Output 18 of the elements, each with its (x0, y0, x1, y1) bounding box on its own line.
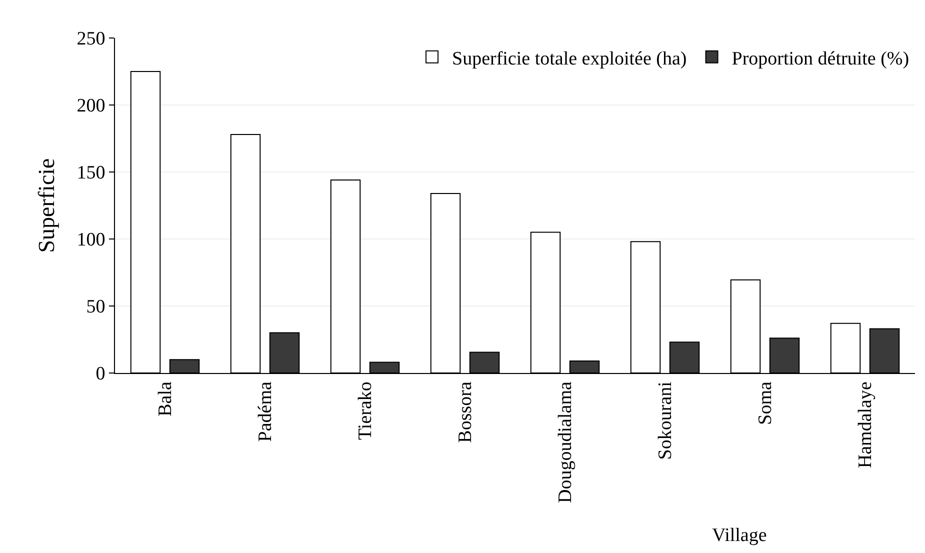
y-tick-label: 200 (76, 96, 106, 117)
y-tick-label: 50 (86, 296, 106, 318)
legend-label: Superficie totale exploitée (ha) (452, 48, 687, 70)
y-tick-label: 250 (76, 28, 106, 50)
x-tick-label: Soma (755, 381, 776, 425)
x-axis-title: Village (712, 525, 767, 546)
y-axis-title: Superficie (34, 158, 60, 253)
x-tick-label: Bossora (455, 381, 476, 443)
y-tick-label: 100 (76, 230, 106, 251)
x-tick-label: Hamdalaye (855, 382, 876, 468)
x-tick-label: Bala (155, 381, 176, 416)
x-tick-label: Tierako (355, 382, 376, 440)
x-tick-label: Dougoudialama (555, 381, 576, 503)
legend-label: Proportion détruite (%) (732, 48, 910, 70)
y-tick-label: 150 (76, 162, 106, 184)
x-tick-label: Padéma (255, 381, 276, 442)
y-tick-label: 0 (96, 364, 106, 385)
x-tick-label: Sokourani (655, 382, 676, 460)
